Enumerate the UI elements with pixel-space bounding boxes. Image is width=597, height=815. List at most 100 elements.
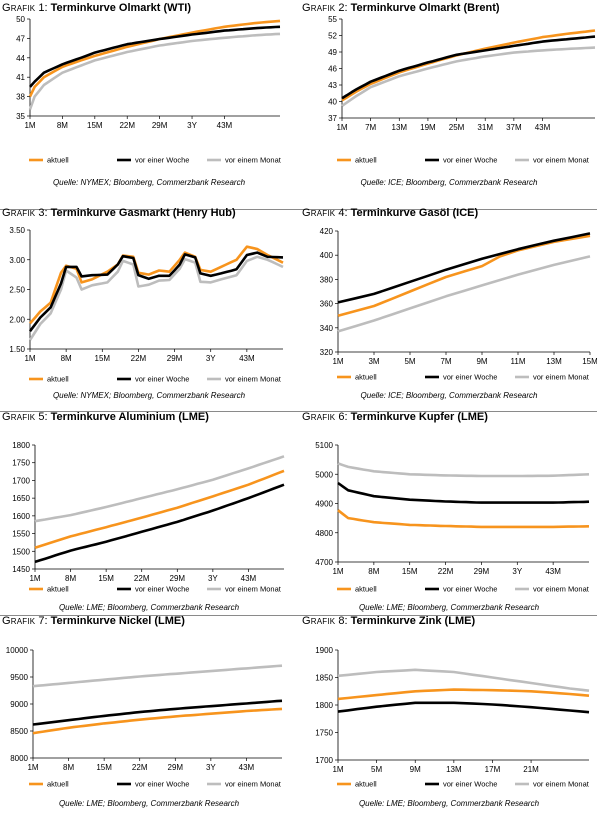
y-tick-label: 1750 [315,729,333,738]
legend-label: vor einer Woche [135,375,189,384]
legend-label: aktuell [355,780,377,789]
series-line-vor-einem-Monat [337,668,590,692]
grafik-label: Grafik [302,207,336,219]
x-tick-label: 43M [239,354,255,363]
series-line-aktuell [337,509,590,529]
y-tick-label: 37 [328,114,337,123]
x-tick-label: 8M [61,354,72,363]
x-tick-label: 22M [134,574,150,583]
legend-label: vor einer Woche [443,585,497,594]
legend-label: vor einem Monat [225,780,282,789]
x-tick-label: 29M [152,121,168,130]
chart-panel: Grafik 1: Terminkurve Olmarkt (WTI) 35 38 4… [0,0,298,202]
x-tick-label: 5M [371,765,382,774]
x-tick-label: 22M [438,567,454,576]
source-note: Quelle: LME; Bloomberg, Commerzbank Rese… [358,799,540,808]
chart-title-text: Terminkurve Gasöl (ICE) [350,207,479,219]
chart-svg: 37 40 43 46 49 52 55 1M 7M 13M 19M 25M 31M 37M 43M aktu… [328,15,596,165]
y-tick-label: 4900 [315,500,333,509]
grafik-number: 1: [35,2,51,14]
series-line-aktuell [34,469,285,549]
x-tick-label: 8M [368,567,379,576]
x-tick-label: 13M [546,357,562,366]
chart-svg: 1700 1750 1800 1850 1900 1M 5M 9M 13M 17M 21M aktue… [315,646,590,789]
chart-panel: Grafik 7: Terminkurve Nickel (LME) 8000 85… [0,613,298,815]
x-tick-label: 13M [392,123,408,132]
x-tick-label: 3Y [206,354,216,363]
x-tick-label: 22M [132,763,148,772]
x-tick-label: 5M [404,357,415,366]
chart-title-text: Terminkurve Olmarkt (WTI) [50,2,192,14]
grafik-label: Grafik [302,411,336,423]
x-tick-label: 15M [96,763,112,772]
legend-label: vor einer Woche [135,780,189,789]
x-tick-label: 25M [449,123,465,132]
source-note: Quelle: LME; Bloomberg, Commerzbank Rese… [58,603,240,612]
y-tick-label: 8000 [10,754,28,763]
legend-label: aktuell [47,156,69,165]
legend-label: aktuell [355,585,377,594]
chart-title-text: Terminkurve Gasmarkt (Henry Hub) [50,207,236,219]
y-tick-label: 4800 [315,529,333,538]
source-note: Quelle: NYMEX; Bloomberg, Commerzbank Re… [52,391,246,400]
source-note: Quelle: LME; Bloomberg, Commerzbank Rese… [358,603,540,612]
legend-label: vor einem Monat [225,156,282,165]
y-tick-label: 10000 [6,646,29,655]
y-tick-label: 43 [328,81,337,90]
y-tick-label: 380 [320,275,334,284]
legend-label: vor einer Woche [135,156,189,165]
y-tick-label: 1550 [12,530,30,539]
legend: aktuell vor einer Woche vor einem Monat [29,585,282,594]
y-tick-label: 400 [320,251,334,260]
chart-panel: Grafik 6: Terminkurve Kupfer (LME) 4700 48… [300,409,597,612]
series-line-vor-einer-Woche [28,251,284,332]
chart-title: Grafik 2: Terminkurve Olmarkt (Brent) [302,2,500,14]
series-line-vor-einem-Monat [28,32,281,110]
x-tick-label: 21M [523,765,539,774]
x-tick-label: 7M [440,357,451,366]
legend: aktuell vor einer Woche vor einem Monat [337,373,590,382]
series-line-vor-einer-Woche [337,232,591,304]
series-line-vor-einem-Monat [28,255,284,341]
divider [0,615,597,616]
y-tick-label: 35 [16,112,25,121]
series-line-vor-einem-Monat [341,46,596,107]
grafik-number: 4: [335,207,351,219]
x-tick-label: 3Y [187,121,197,130]
y-tick-label: 1600 [12,512,30,521]
x-tick-label: 3M [368,357,379,366]
legend-label: aktuell [47,585,69,594]
legend: aktuell vor einer Woche vor einem Monat [29,780,282,789]
x-tick-label: 11M [511,357,526,366]
series-line-vor-einem-Monat [34,455,285,523]
x-tick-label: 19M [420,123,436,132]
grafik-label: Grafik [2,2,36,14]
x-tick-label: 43M [241,574,257,583]
x-tick-label: 3Y [206,763,216,772]
legend-label: aktuell [355,156,377,165]
y-tick-label: 52 [328,32,337,41]
series-line-vor-einem-Monat [32,664,283,688]
series-line-aktuell [337,234,591,317]
grafik-number: 5: [35,411,51,423]
chart-title: Grafik 7: Terminkurve Nickel (LME) [2,615,185,627]
x-tick-label: 22M [119,121,135,130]
series-line-vor-einer-Woche [32,699,283,726]
chart-svg: 320 340 360 380 400 420 1M 3M 5M 7M 9M 11M 13M 15M akt… [320,227,597,382]
y-tick-label: 1700 [315,756,333,765]
series-line-vor-einem-Monat [337,462,590,478]
chart-title-text: Terminkurve Aluminium (LME) [50,411,209,423]
x-tick-label: 29M [168,763,184,772]
y-tick-label: 1650 [12,494,30,503]
y-tick-label: 1850 [315,674,333,683]
y-tick-label: 41 [16,73,25,82]
legend-label: vor einem Monat [225,375,282,384]
divider [0,209,597,210]
y-tick-label: 360 [320,300,334,309]
legend-label: vor einem Monat [533,373,590,382]
y-tick-label: 1750 [12,459,30,468]
chart-title: Grafik 8: Terminkurve Zink (LME) [302,615,475,627]
series-line-aktuell [337,688,590,701]
x-tick-label: 1M [336,123,347,132]
grafik-number: 8: [335,615,351,627]
